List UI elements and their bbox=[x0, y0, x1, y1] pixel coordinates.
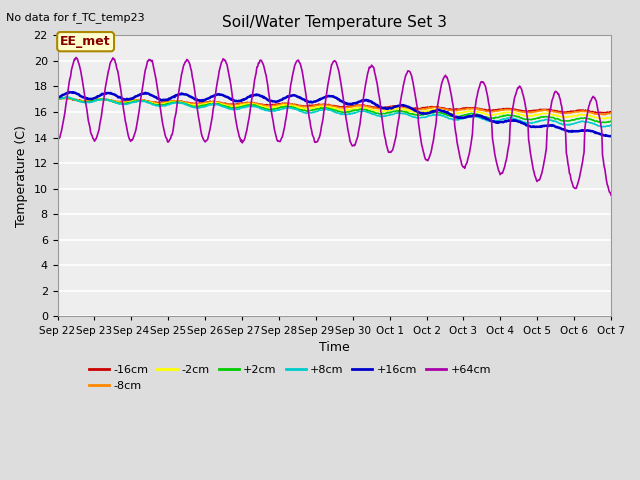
+8cm bbox=[65, 95, 72, 100]
-16cm bbox=[122, 99, 129, 105]
-8cm bbox=[178, 99, 186, 105]
-2cm bbox=[596, 116, 604, 121]
-8cm bbox=[122, 99, 129, 105]
+64cm bbox=[178, 72, 186, 78]
-16cm bbox=[65, 96, 72, 101]
-2cm bbox=[403, 107, 410, 113]
Text: EE_met: EE_met bbox=[60, 35, 111, 48]
+2cm bbox=[207, 101, 214, 107]
+8cm bbox=[178, 100, 186, 106]
Legend: -16cm, -8cm, -2cm, +2cm, +8cm, +16cm, +64cm: -16cm, -8cm, -2cm, +2cm, +8cm, +16cm, +6… bbox=[84, 361, 495, 395]
+16cm bbox=[178, 91, 186, 96]
+16cm bbox=[607, 133, 615, 139]
+64cm bbox=[419, 144, 426, 150]
+64cm bbox=[207, 122, 214, 128]
-2cm bbox=[419, 109, 426, 115]
-16cm bbox=[403, 104, 410, 110]
+2cm bbox=[178, 100, 186, 106]
-8cm bbox=[403, 105, 410, 111]
+16cm bbox=[606, 133, 614, 139]
Line: -2cm: -2cm bbox=[58, 97, 611, 119]
+16cm bbox=[64, 90, 72, 96]
-16cm bbox=[54, 96, 61, 101]
-8cm bbox=[419, 106, 426, 112]
Line: +8cm: +8cm bbox=[58, 97, 611, 127]
+64cm bbox=[607, 192, 615, 198]
+2cm bbox=[62, 95, 70, 100]
-2cm bbox=[65, 95, 72, 101]
+2cm bbox=[598, 120, 605, 126]
+2cm bbox=[65, 95, 72, 101]
Y-axis label: Temperature (C): Temperature (C) bbox=[15, 125, 28, 227]
+64cm bbox=[54, 137, 61, 143]
-16cm bbox=[600, 110, 608, 116]
+2cm bbox=[419, 112, 426, 118]
-8cm bbox=[207, 99, 214, 105]
+16cm bbox=[207, 94, 214, 100]
-16cm bbox=[62, 95, 70, 101]
-16cm bbox=[178, 98, 186, 104]
Line: +16cm: +16cm bbox=[58, 92, 611, 136]
-16cm bbox=[607, 109, 615, 115]
X-axis label: Time: Time bbox=[319, 341, 349, 354]
+16cm bbox=[65, 89, 73, 95]
Line: +2cm: +2cm bbox=[58, 97, 611, 123]
Text: No data for f_TC_temp23: No data for f_TC_temp23 bbox=[6, 12, 145, 23]
+2cm bbox=[122, 101, 129, 107]
+64cm bbox=[122, 118, 129, 124]
+8cm bbox=[403, 111, 410, 117]
+16cm bbox=[419, 111, 426, 117]
-2cm bbox=[207, 100, 214, 106]
+16cm bbox=[54, 95, 61, 100]
+16cm bbox=[403, 103, 410, 109]
-2cm bbox=[607, 115, 615, 120]
-16cm bbox=[419, 105, 426, 110]
+64cm bbox=[64, 91, 72, 97]
+64cm bbox=[72, 55, 80, 60]
Title: Soil/Water Temperature Set 3: Soil/Water Temperature Set 3 bbox=[222, 15, 447, 30]
+8cm bbox=[207, 102, 214, 108]
-16cm bbox=[207, 98, 214, 104]
+16cm bbox=[122, 97, 129, 103]
Line: +64cm: +64cm bbox=[58, 58, 611, 195]
+2cm bbox=[54, 96, 61, 102]
-8cm bbox=[65, 95, 72, 101]
+8cm bbox=[64, 95, 72, 100]
+8cm bbox=[122, 102, 129, 108]
-2cm bbox=[122, 100, 129, 106]
+8cm bbox=[598, 124, 605, 130]
-2cm bbox=[60, 95, 68, 100]
+8cm bbox=[54, 97, 61, 103]
+8cm bbox=[419, 115, 426, 120]
-8cm bbox=[601, 112, 609, 118]
-8cm bbox=[64, 96, 72, 101]
+64cm bbox=[403, 72, 410, 77]
-2cm bbox=[178, 99, 186, 105]
Line: -8cm: -8cm bbox=[58, 98, 611, 115]
-2cm bbox=[54, 96, 61, 102]
-8cm bbox=[54, 96, 61, 102]
+8cm bbox=[607, 122, 615, 128]
+2cm bbox=[403, 109, 410, 115]
Line: -16cm: -16cm bbox=[58, 98, 611, 113]
-8cm bbox=[607, 110, 615, 116]
+2cm bbox=[607, 119, 615, 124]
